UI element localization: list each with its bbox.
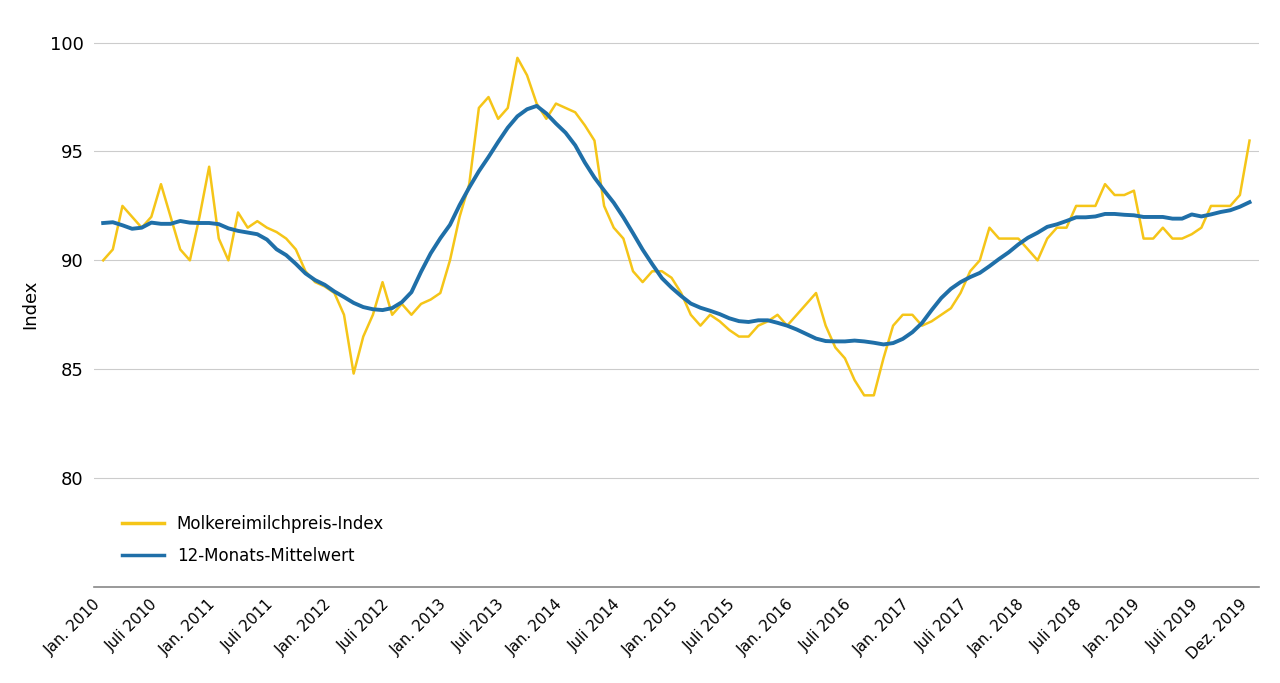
Molkereimilchpreis-Index <box>96 256 111 264</box>
12-Monats-Mittelwert <box>337 293 352 301</box>
12-Monats-Mittelwert <box>96 219 111 227</box>
12-Monats-Mittelwert <box>876 340 891 348</box>
Molkereimilchpreis-Index <box>1242 137 1257 145</box>
Line: 12-Monats-Mittelwert: 12-Monats-Mittelwert <box>104 106 1249 344</box>
12-Monats-Mittelwert <box>1020 234 1036 242</box>
Y-axis label: Index: Index <box>20 279 38 329</box>
Line: Molkereimilchpreis-Index: Molkereimilchpreis-Index <box>104 58 1249 395</box>
12-Monats-Mittelwert <box>1242 198 1257 206</box>
12-Monats-Mittelwert <box>741 318 756 326</box>
Molkereimilchpreis-Index <box>905 311 920 319</box>
12-Monats-Mittelwert <box>403 288 419 296</box>
12-Monats-Mittelwert <box>529 102 544 110</box>
Molkereimilchpreis-Index <box>1020 245 1036 253</box>
Molkereimilchpreis-Index <box>1222 201 1238 210</box>
Legend: Molkereimilchpreis-Index, 12-Monats-Mittelwert: Molkereimilchpreis-Index, 12-Monats-Mitt… <box>114 507 393 573</box>
12-Monats-Mittelwert <box>1222 206 1238 214</box>
Molkereimilchpreis-Index <box>509 54 525 62</box>
Molkereimilchpreis-Index <box>403 311 419 319</box>
12-Monats-Mittelwert <box>905 328 920 336</box>
Molkereimilchpreis-Index <box>741 333 756 341</box>
Molkereimilchpreis-Index <box>856 391 872 400</box>
Molkereimilchpreis-Index <box>337 311 352 319</box>
